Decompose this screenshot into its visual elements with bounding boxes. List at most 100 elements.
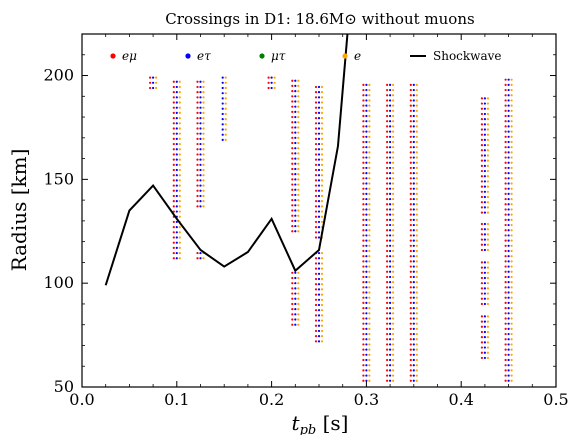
crossing-point-blue xyxy=(199,200,202,203)
crossing-point-red xyxy=(504,317,507,320)
crossing-point-blue xyxy=(389,244,392,247)
crossing-point-blue xyxy=(294,276,297,280)
crossing-point-orange xyxy=(320,272,324,275)
crossing-point-red xyxy=(362,151,365,154)
crossing-point-red xyxy=(362,88,365,92)
crossing-point-blue xyxy=(365,306,368,310)
crossing-point-red xyxy=(480,154,483,157)
crossing-point-red xyxy=(196,85,199,89)
crossing-point-orange xyxy=(368,332,371,336)
crossing-point-red xyxy=(362,353,365,356)
crossing-point-red xyxy=(291,84,294,88)
legend-item: e xyxy=(342,49,361,63)
crossing-point-red xyxy=(504,291,507,294)
crossing-point-red xyxy=(409,322,412,325)
crossing-point-orange xyxy=(297,110,300,113)
crossing-point-red xyxy=(362,229,365,232)
crossing-point-orange xyxy=(202,179,205,182)
crossing-point-orange xyxy=(297,219,300,222)
crossing-point-orange xyxy=(510,213,513,216)
crossing-point-orange xyxy=(320,158,324,161)
crossing-point-red xyxy=(480,320,483,323)
crossing-point-red xyxy=(504,151,507,154)
crossing-point-red xyxy=(362,208,365,211)
crossing-point-blue xyxy=(365,327,368,330)
crossing-point-orange xyxy=(392,327,395,330)
crossing-point-orange xyxy=(392,265,395,268)
crossing-point-red xyxy=(409,270,412,273)
crossing-point-blue xyxy=(294,131,297,134)
crossing-point-red xyxy=(172,241,175,244)
crossing-point-blue xyxy=(270,86,273,90)
crossing-point-blue xyxy=(199,174,202,177)
crossing-point-orange xyxy=(415,301,418,304)
crossing-point-orange xyxy=(415,109,418,112)
crossing-point-red xyxy=(291,308,294,311)
crossing-point-red xyxy=(314,122,318,125)
crossing-point-orange xyxy=(392,296,395,299)
crossing-point-red xyxy=(291,126,294,129)
crossing-point-red xyxy=(504,312,507,315)
crossing-point-blue xyxy=(483,128,486,131)
crossing-point-blue xyxy=(389,234,392,237)
crossing-point-red xyxy=(362,83,365,86)
crossing-point-blue xyxy=(483,112,486,116)
crossing-point-red xyxy=(386,234,389,237)
crossing-point-orange xyxy=(320,142,324,146)
crossing-point-blue xyxy=(317,251,321,255)
crossing-point-blue xyxy=(412,135,415,138)
crossing-point-orange xyxy=(202,80,205,83)
crossing-point-blue xyxy=(507,379,510,382)
crossing-point-red xyxy=(480,180,483,183)
crossing-point-orange xyxy=(202,117,205,120)
crossing-point-red xyxy=(314,309,318,312)
crossing-point-orange xyxy=(368,312,371,315)
crossing-point-red xyxy=(291,152,294,155)
crossing-point-red xyxy=(386,343,389,346)
crossing-point-red xyxy=(314,329,318,333)
crossing-point-red xyxy=(386,172,389,175)
crossing-point-blue xyxy=(483,315,486,318)
crossing-point-blue xyxy=(389,192,392,195)
crossing-point-blue xyxy=(483,238,486,241)
crossing-point-orange xyxy=(297,193,300,197)
crossing-point-red xyxy=(504,109,507,112)
crossing-point-orange xyxy=(415,203,418,206)
crossing-point-red xyxy=(362,114,365,118)
crossing-point-orange xyxy=(178,163,181,166)
crossing-point-blue xyxy=(507,135,510,138)
crossing-point-blue xyxy=(365,114,368,118)
crossing-point-blue xyxy=(483,211,486,214)
crossing-point-orange xyxy=(486,195,489,199)
crossing-point-orange xyxy=(415,322,418,325)
crossing-point-orange xyxy=(510,151,513,154)
crossing-point-orange xyxy=(297,318,300,321)
crossing-point-red xyxy=(409,338,412,341)
crossing-point-red xyxy=(386,281,389,284)
crossing-point-blue xyxy=(175,168,178,172)
crossing-point-red xyxy=(172,132,175,135)
crossing-point-blue xyxy=(294,313,297,316)
crossing-point-blue xyxy=(221,128,224,131)
crossing-point-red xyxy=(504,369,507,372)
crossing-point-blue xyxy=(365,260,368,263)
crossing-point-red xyxy=(409,265,412,268)
crossing-point-blue xyxy=(412,244,415,247)
crossing-point-orange xyxy=(178,137,181,140)
crossing-point-red xyxy=(480,351,483,354)
crossing-point-blue xyxy=(389,260,392,263)
crossing-point-red xyxy=(504,244,507,247)
crossing-point-blue xyxy=(175,117,178,120)
crossing-point-orange xyxy=(510,255,513,258)
crossing-point-orange xyxy=(202,96,205,99)
crossing-point-red xyxy=(196,174,199,177)
crossing-point-blue xyxy=(199,189,202,192)
crossing-point-red xyxy=(504,286,507,289)
crossing-point-blue xyxy=(365,203,368,206)
crossing-point-red xyxy=(291,230,294,233)
crossing-point-orange xyxy=(392,364,395,367)
crossing-point-orange xyxy=(392,135,395,138)
crossing-point-red xyxy=(362,125,365,128)
crossing-point-blue xyxy=(412,161,415,164)
crossing-point-red xyxy=(480,330,483,334)
